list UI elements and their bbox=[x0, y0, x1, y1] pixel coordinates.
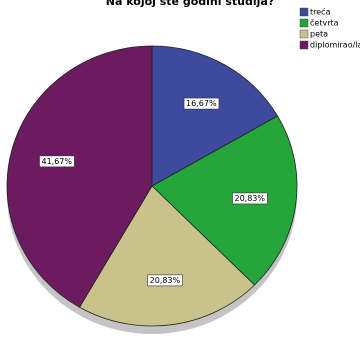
pie-slice bbox=[78, 185, 256, 327]
legend-swatch bbox=[299, 7, 309, 17]
legend-label: peta bbox=[310, 30, 328, 39]
legend-swatch bbox=[299, 18, 309, 28]
value-label-box bbox=[39, 155, 75, 168]
pie-slice bbox=[151, 45, 279, 187]
value-label: 41,67% bbox=[41, 157, 72, 166]
legend-swatch bbox=[299, 40, 309, 50]
value-label-box bbox=[147, 274, 183, 287]
legend-swatch bbox=[299, 29, 309, 39]
pie-slice bbox=[6, 45, 153, 308]
legend-label: četvrta bbox=[310, 18, 339, 28]
value-label: 20,83% bbox=[150, 276, 181, 285]
legend-label: diplomirao/la bbox=[310, 41, 360, 50]
value-label-box bbox=[232, 192, 268, 205]
pie-slice bbox=[151, 115, 298, 286]
legend-label: treća bbox=[310, 7, 331, 17]
chart-title: Na kojoj ste godini studija? bbox=[106, 0, 274, 8]
value-label: 16,67% bbox=[186, 99, 217, 108]
value-label-box bbox=[183, 97, 220, 110]
value-label: 20,83% bbox=[234, 194, 265, 203]
